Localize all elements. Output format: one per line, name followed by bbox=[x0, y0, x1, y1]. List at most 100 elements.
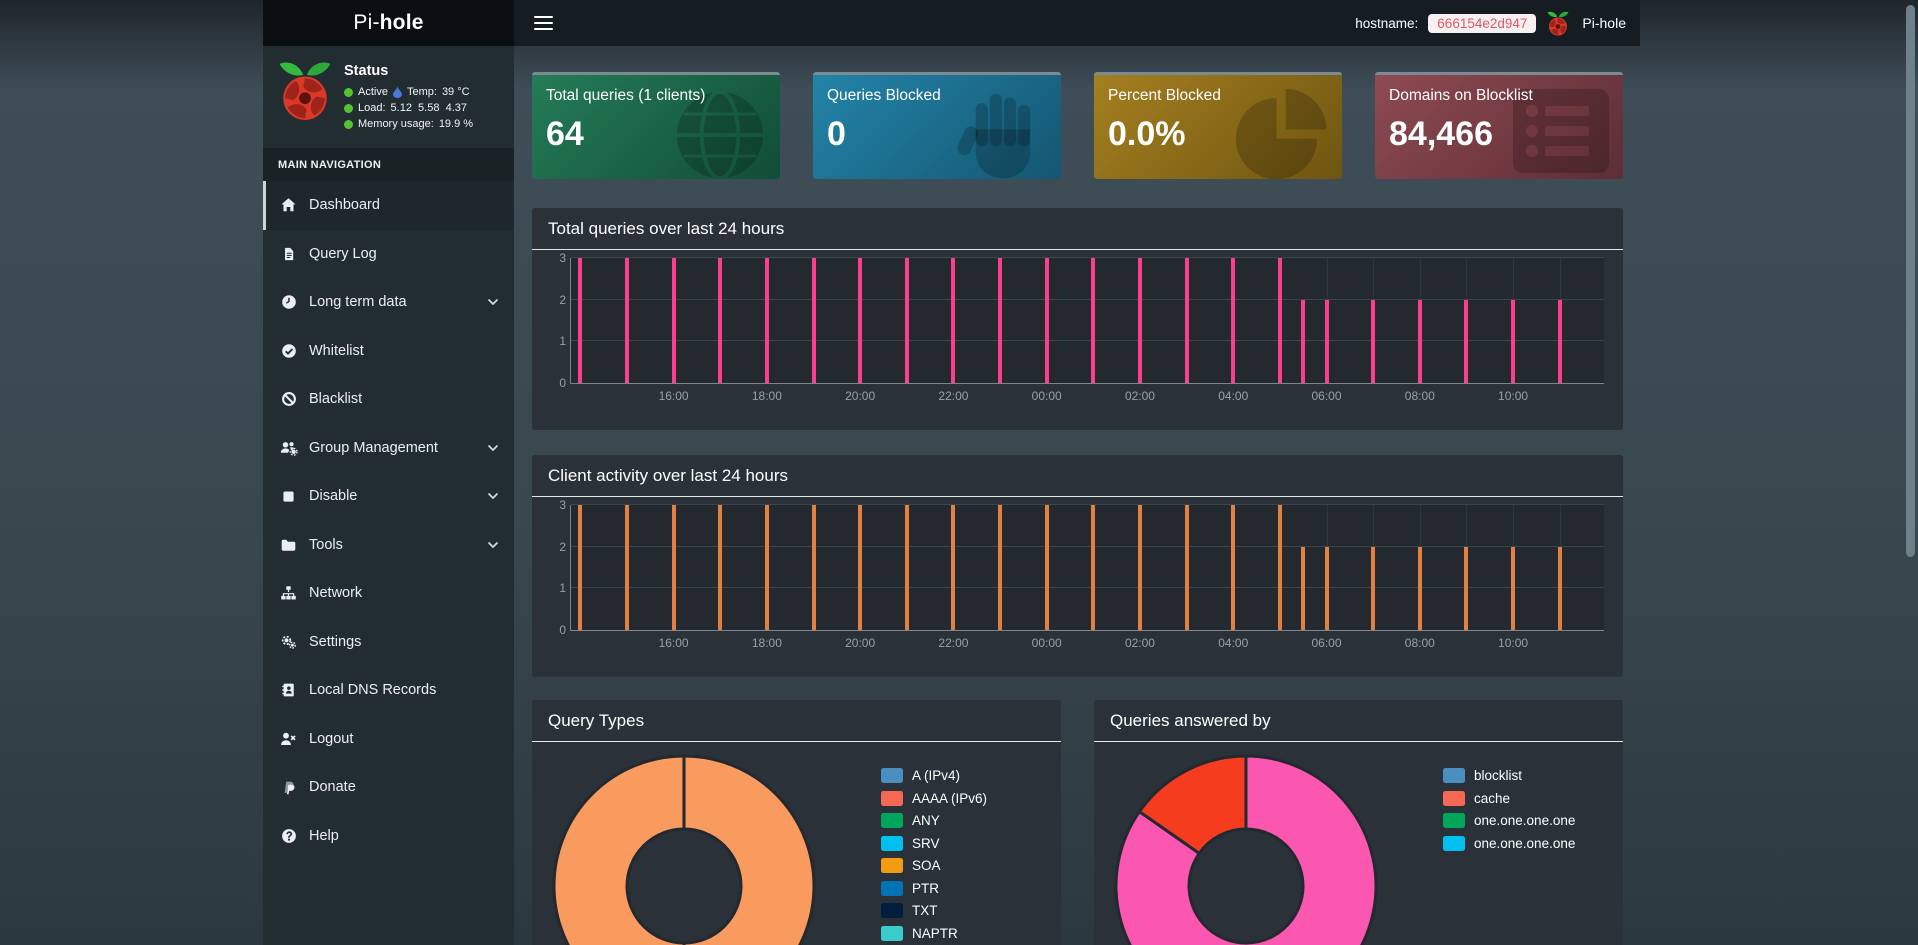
status-load-row: Load: 5.12 5.58 4.37 bbox=[344, 102, 473, 114]
bar[interactable] bbox=[998, 258, 1003, 383]
bar[interactable] bbox=[1417, 299, 1422, 383]
file-icon bbox=[278, 246, 299, 262]
bar[interactable] bbox=[1184, 258, 1189, 383]
donut-slice[interactable] bbox=[552, 754, 686, 945]
sidebar-item-label: Disable bbox=[309, 488, 358, 505]
bar[interactable] bbox=[1231, 258, 1236, 383]
bar[interactable] bbox=[1511, 299, 1516, 383]
legend-item[interactable]: blocklist bbox=[1443, 768, 1575, 783]
bar[interactable] bbox=[904, 258, 909, 383]
bar[interactable] bbox=[1464, 299, 1469, 383]
legend-item[interactable]: SRV bbox=[881, 835, 987, 851]
bar[interactable] bbox=[1324, 299, 1329, 383]
bar[interactable] bbox=[718, 505, 723, 630]
x-axis-tick: 00:00 bbox=[1031, 389, 1062, 403]
bar[interactable] bbox=[624, 505, 629, 630]
sidebar-item-help[interactable]: Help bbox=[263, 812, 514, 861]
bar[interactable] bbox=[1137, 505, 1142, 630]
bar[interactable] bbox=[1301, 546, 1306, 630]
bar[interactable] bbox=[1324, 546, 1329, 630]
list-icon bbox=[1511, 87, 1611, 179]
legend-item[interactable]: NAPTR bbox=[881, 925, 987, 941]
bar[interactable] bbox=[1557, 546, 1562, 630]
card-queries-blocked[interactable]: Queries Blocked 0 bbox=[813, 72, 1061, 179]
sidebar-item-long-term-data[interactable]: Long term data bbox=[263, 278, 514, 327]
legend-item[interactable]: A (IPv4) bbox=[881, 768, 987, 783]
bar[interactable] bbox=[904, 505, 909, 630]
sidebar-item-tools[interactable]: Tools bbox=[263, 521, 514, 570]
legend-item[interactable]: SOA bbox=[881, 858, 987, 873]
bar[interactable] bbox=[951, 258, 956, 383]
bar[interactable] bbox=[1277, 505, 1282, 630]
bar[interactable] bbox=[578, 258, 583, 383]
legend-label: one.one.one.one bbox=[1474, 813, 1576, 828]
bar[interactable] bbox=[671, 258, 676, 383]
sidebar-item-network[interactable]: Network bbox=[263, 569, 514, 618]
page-scrollbar[interactable] bbox=[1906, 5, 1915, 557]
bar[interactable] bbox=[764, 505, 769, 630]
bar[interactable] bbox=[1417, 546, 1422, 630]
bar[interactable] bbox=[998, 505, 1003, 630]
card-domains-on-blocklist[interactable]: Domains on Blocklist 84,466 bbox=[1375, 72, 1623, 179]
sidebar-item-group-management[interactable]: Group Management bbox=[263, 424, 514, 473]
bar[interactable] bbox=[811, 505, 816, 630]
sidebar-toggle-button[interactable] bbox=[528, 0, 572, 46]
sidebar-item-dashboard[interactable]: Dashboard bbox=[263, 181, 514, 230]
sidebar-item-query-log[interactable]: Query Log bbox=[263, 230, 514, 279]
query-types-donut[interactable] bbox=[546, 754, 826, 945]
bar[interactable] bbox=[1464, 546, 1469, 630]
chevron-down-icon bbox=[487, 298, 499, 306]
brand-logo[interactable]: Pi-hole bbox=[263, 0, 514, 46]
sidebar-item-disable[interactable]: Disable bbox=[263, 472, 514, 521]
bar[interactable] bbox=[1044, 505, 1049, 630]
bar[interactable] bbox=[624, 258, 629, 383]
legend-item[interactable]: one.one.one.one bbox=[1443, 835, 1575, 851]
legend-item[interactable]: PTR bbox=[881, 880, 987, 896]
legend-item[interactable]: ANY bbox=[881, 813, 987, 828]
bar[interactable] bbox=[951, 505, 956, 630]
sidebar-item-local-dns-records[interactable]: Local DNS Records bbox=[263, 666, 514, 715]
total-queries-chart[interactable]: 0 1 2 3 16:00 18:00 20:00 22:00 00:00 02:00 04:00 0… bbox=[532, 250, 1623, 403]
status-memory-label: Memory usage: bbox=[358, 118, 434, 130]
chevron-down-icon bbox=[487, 444, 499, 452]
sidebar-item-settings[interactable]: Settings bbox=[263, 618, 514, 667]
x-axis-tick: 16:00 bbox=[658, 389, 689, 403]
bar[interactable] bbox=[1091, 505, 1096, 630]
answered-by-donut[interactable] bbox=[1108, 754, 1388, 945]
card-percent-blocked[interactable]: Percent Blocked 0.0% bbox=[1094, 72, 1342, 179]
legend-label: cache bbox=[1474, 790, 1511, 806]
bar[interactable] bbox=[578, 505, 583, 630]
bar[interactable] bbox=[1137, 258, 1142, 383]
bar[interactable] bbox=[1277, 258, 1282, 383]
donut-slice[interactable] bbox=[1137, 754, 1248, 855]
bar[interactable] bbox=[1371, 546, 1376, 630]
legend-item[interactable]: AAAA (IPv6) bbox=[881, 790, 987, 806]
sidebar-item-whitelist[interactable]: Whitelist bbox=[263, 327, 514, 376]
bar[interactable] bbox=[1231, 505, 1236, 630]
sidebar-item-donate[interactable]: Donate bbox=[263, 763, 514, 812]
bar[interactable] bbox=[858, 258, 863, 383]
bar[interactable] bbox=[858, 505, 863, 630]
sidebar-item-logout[interactable]: Logout bbox=[263, 715, 514, 764]
bar[interactable] bbox=[718, 258, 723, 383]
card-total-queries-1-clients-[interactable]: Total queries (1 clients) 64 bbox=[532, 72, 780, 179]
sidebar-item-blacklist[interactable]: Blacklist bbox=[263, 375, 514, 424]
bar[interactable] bbox=[1184, 505, 1189, 630]
client-activity-chart[interactable]: 0 1 2 3 16:00 18:00 20:00 22:00 00:00 02:00 04:00 0… bbox=[532, 497, 1623, 650]
legend-item[interactable]: TXT bbox=[881, 903, 987, 918]
donut-slice[interactable] bbox=[682, 754, 816, 945]
bar[interactable] bbox=[671, 505, 676, 630]
bar[interactable] bbox=[1511, 546, 1516, 630]
bar[interactable] bbox=[1371, 299, 1376, 383]
legend-item[interactable]: cache bbox=[1443, 790, 1575, 806]
hand-icon bbox=[955, 87, 1049, 179]
legend-item[interactable]: one.one.one.one bbox=[1443, 813, 1575, 828]
donut-slice[interactable] bbox=[1114, 754, 1378, 945]
card-value: 84,466 bbox=[1389, 115, 1493, 153]
bar[interactable] bbox=[764, 258, 769, 383]
bar[interactable] bbox=[1557, 299, 1562, 383]
bar[interactable] bbox=[1301, 299, 1306, 383]
bar[interactable] bbox=[1091, 258, 1096, 383]
bar[interactable] bbox=[1044, 258, 1049, 383]
bar[interactable] bbox=[811, 258, 816, 383]
